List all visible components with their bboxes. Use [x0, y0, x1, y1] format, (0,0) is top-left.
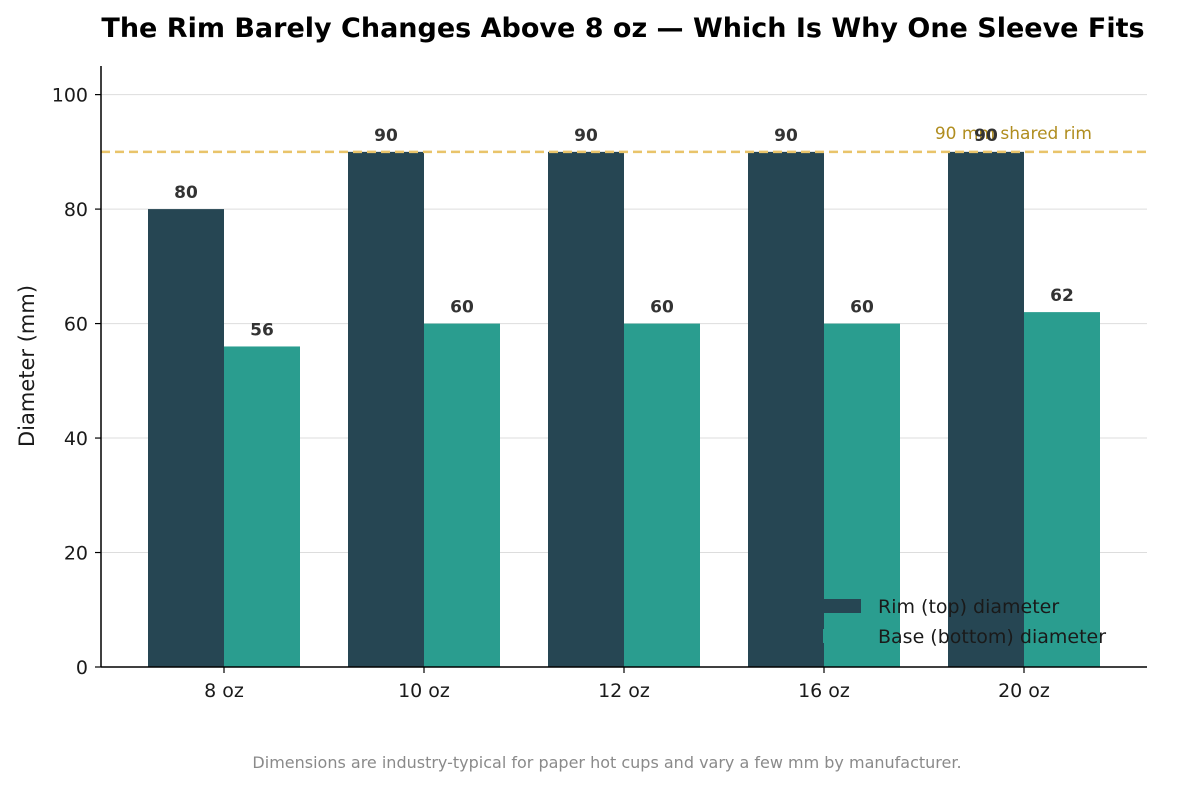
y-tick-label: 0 [76, 657, 88, 679]
x-tick-label: 10 oz [398, 680, 450, 702]
x-tick-label: 20 oz [998, 680, 1050, 702]
data-label: 56 [250, 320, 274, 340]
legend-swatch [823, 599, 861, 613]
chart-title: The Rim Barely Changes Above 8 oz — Whic… [101, 13, 1144, 44]
x-tick-label: 16 oz [798, 680, 850, 702]
bar-rim [548, 151, 624, 667]
y-tick-label: 100 [52, 85, 88, 107]
y-tick-label: 40 [64, 428, 88, 450]
data-label: 60 [450, 298, 474, 318]
data-label: 90 [974, 126, 998, 146]
x-tick-label: 12 oz [598, 680, 650, 702]
data-label: 90 [574, 126, 598, 146]
bar-base [424, 323, 500, 667]
reference-line-group: 90 mm shared rim [101, 124, 1147, 154]
data-label: 60 [650, 298, 674, 318]
bar-base [224, 346, 300, 667]
bar-rim [348, 151, 424, 667]
bars [148, 151, 1100, 667]
legend-swatch [823, 629, 861, 643]
y-axis-label: Diameter (mm) [15, 285, 39, 447]
bar-rim [748, 151, 824, 667]
bar-rim [148, 209, 224, 667]
data-label: 90 [774, 126, 798, 146]
legend-entry: Rim (top) diameter [878, 596, 1059, 618]
bar-base [624, 323, 700, 667]
data-label: 80 [174, 183, 198, 203]
data-labels: 80 90 90 90 90 56 60 60 60 62 [174, 126, 1074, 341]
data-label: 90 [374, 126, 398, 146]
y-tick-label: 20 [64, 543, 88, 565]
y-tick-label: 60 [64, 314, 88, 336]
reference-line-label: 90 mm shared rim [935, 124, 1092, 144]
axes: 0 20 40 60 80 100 8 oz 10 oz 12 oz 16 oz 20 oz [52, 66, 1147, 702]
data-label: 60 [850, 298, 874, 318]
bar-rim [948, 151, 1024, 667]
footnote: Dimensions are industry-typical for pape… [252, 753, 961, 772]
x-tick-label: 8 oz [204, 680, 244, 702]
data-label: 62 [1050, 286, 1074, 306]
legend: Rim (top) diameter Base (bottom) diameter [823, 596, 1106, 648]
bar-base [1024, 312, 1100, 667]
legend-entry: Base (bottom) diameter [878, 626, 1106, 648]
y-tick-label: 80 [64, 199, 88, 221]
